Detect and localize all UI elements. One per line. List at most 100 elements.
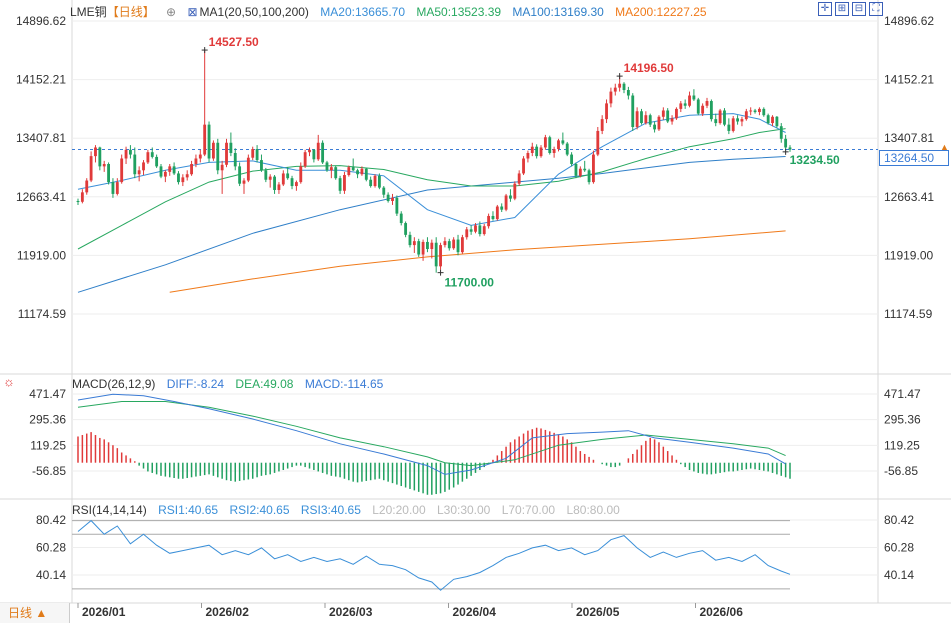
candle-body <box>172 166 176 174</box>
macd-macd-value: MACD:-114.65 <box>304 377 384 391</box>
rsi-title: RSI(14,14,14) <box>72 503 147 517</box>
price-marker-icon: ▲ <box>940 142 949 152</box>
crosshair-icon[interactable]: ✛ <box>818 2 832 16</box>
candle-body <box>408 234 412 246</box>
candle-body <box>522 158 525 174</box>
candle-body <box>233 152 237 167</box>
rsi-tick-label-left: 40.14 <box>36 568 66 582</box>
candle-body <box>635 111 639 128</box>
candle-body <box>587 170 591 183</box>
price-tick-label-right: 11174.59 <box>884 307 933 321</box>
candle-body <box>465 229 469 238</box>
candle-body <box>753 110 757 113</box>
candle-body <box>198 154 202 159</box>
candle-body <box>325 162 329 171</box>
candle-body <box>229 142 233 153</box>
price-tick-label-left: 14152.21 <box>16 73 66 87</box>
candle-body <box>268 176 272 180</box>
candle-body <box>399 213 403 224</box>
candle-body <box>626 90 630 96</box>
ma-settings-icon[interactable]: ⊕ <box>166 5 177 19</box>
ma100-value: MA100:13169.30 <box>512 5 604 19</box>
candle-body <box>238 166 242 184</box>
price-tick-label-left: 12663.41 <box>16 190 66 204</box>
rsi2-value: RSI2:40.65 <box>229 503 290 517</box>
candle-body <box>504 195 508 210</box>
candle-body <box>120 158 124 183</box>
candle-body <box>124 149 128 159</box>
candle-body <box>644 115 648 124</box>
candle-body <box>185 174 189 178</box>
candle-body <box>303 152 307 167</box>
candle-body <box>203 124 207 155</box>
x-axis-label: 2026/05 <box>576 605 620 619</box>
candle-body <box>600 119 604 131</box>
macd-header: MACD(26,12,9) DIFF:-8.24 DEA:49.08 MACD:… <box>72 377 391 391</box>
candle-body <box>373 175 377 187</box>
candle-body <box>692 95 696 100</box>
macd-tick-label-left: 295.36 <box>29 413 66 427</box>
candle-body <box>648 115 652 125</box>
candle-body <box>766 115 770 124</box>
ma-indicator-icon[interactable]: ⊠ <box>187 5 198 19</box>
rsi-l20: L20:20.00 <box>372 503 426 517</box>
candle-body <box>421 241 425 255</box>
rsi3-value: RSI3:40.65 <box>300 503 361 517</box>
x-axis-label: 2026/04 <box>453 605 497 619</box>
candle-body <box>456 239 460 253</box>
candle-body <box>281 173 285 185</box>
macd-settings-icon[interactable]: ☼ <box>3 374 15 389</box>
ma20-line <box>77 113 786 226</box>
period-footer-button[interactable]: 日线 ▲ <box>0 603 70 623</box>
fullscreen-icon[interactable]: ⛶ <box>869 2 883 16</box>
ma-title: MA1(20,50,100,200) <box>199 5 309 19</box>
x-axis-label: 2026/02 <box>206 605 250 619</box>
candle-body <box>142 162 145 171</box>
candle-body <box>605 103 608 120</box>
candle-body <box>657 116 661 130</box>
candle-body <box>111 182 115 194</box>
candle-body <box>159 166 163 177</box>
candle-body <box>177 173 180 183</box>
candle-body <box>369 179 373 187</box>
price-tick-label-left: 11174.59 <box>18 307 67 321</box>
candle-body <box>417 241 421 255</box>
macd-diff-line <box>77 393 786 475</box>
candle-body <box>220 164 224 171</box>
candle-body <box>731 118 735 131</box>
candle-body <box>211 142 215 159</box>
candle-body <box>530 146 534 153</box>
candle-body <box>377 175 381 188</box>
candle-body <box>740 119 744 122</box>
candle-body <box>260 160 263 171</box>
candle-body <box>548 137 552 153</box>
candle-body <box>718 110 722 124</box>
candle-body <box>290 178 294 187</box>
candle-body <box>338 178 342 191</box>
rsi-tick-label-left: 60.28 <box>36 541 66 555</box>
candle-body <box>430 242 434 250</box>
macd-tick-label-right: 295.36 <box>884 413 921 427</box>
candle-body <box>775 116 779 127</box>
annotation-label: 11700.00 <box>445 276 495 290</box>
zoom-out-icon[interactable]: ⊟ <box>852 2 866 16</box>
zoom-in-icon[interactable]: ⊞ <box>835 2 849 16</box>
candle-body <box>360 168 364 175</box>
annotation-label: 14527.50 <box>209 35 259 49</box>
candle-body <box>356 170 359 175</box>
candle-body <box>168 166 172 172</box>
candle-body <box>670 118 674 122</box>
candle-body <box>491 215 495 220</box>
candle-body <box>98 147 102 167</box>
macd-dea-value: DEA:49.08 <box>235 377 294 391</box>
candle-body <box>469 229 473 232</box>
candle-body <box>102 164 106 167</box>
ma100-line <box>77 156 786 293</box>
rsi-line <box>77 519 791 591</box>
candle-body <box>779 126 783 139</box>
candle-body <box>190 164 193 175</box>
candle-body <box>434 242 438 267</box>
candle-body <box>552 149 556 153</box>
macd-tick-label-right: 119.25 <box>884 438 920 452</box>
period-label[interactable]: 【日线】 <box>106 5 155 19</box>
